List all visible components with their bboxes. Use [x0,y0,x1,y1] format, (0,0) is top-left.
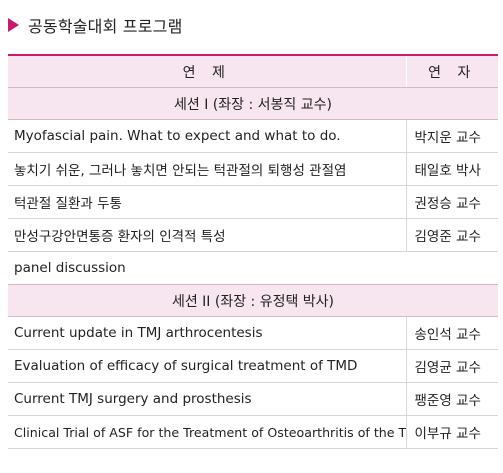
table-row: Current TMJ surgery and prosthesis 팽준영 교… [8,382,498,416]
speaker-cell: 박지운 교수 [405,119,498,153]
session-row: 세션 II (좌장 : 유정택 박사) [8,284,498,317]
page-title: 공동학술대회 프로그램 [28,17,183,36]
header-topic: 연 제 [8,54,406,88]
speaker-cell: 송인석 교수 [405,316,498,350]
topic-cell: Current TMJ surgery and prosthesis [8,382,406,416]
header-speaker: 연 자 [405,54,498,88]
speaker-cell: 이부규 교수 [405,415,498,449]
topic-cell: panel discussion [14,260,126,276]
topic-cell: Evaluation of efficacy of surgical treat… [8,349,406,383]
triangle-bullet-icon [8,18,19,32]
session-2-title: 세션 II (좌장 : 유정택 박사) [8,284,498,317]
speaker-cell: 권정승 교수 [405,185,498,219]
topic-cell: 놓치기 쉬운, 그러나 놓치면 안되는 턱관절의 퇴행성 관절염 [8,152,406,186]
speaker-cell: 김영균 교수 [405,349,498,383]
topic-cell: 턱관절 질환과 두통 [8,185,406,219]
session-1-title: 세션 I (좌장 : 서봉직 교수) [8,87,498,120]
table-header-row: 연 제 연 자 [8,54,498,88]
topic-cell: Myofascial pain. What to expect and what… [8,119,406,153]
table-row: 놓치기 쉬운, 그러나 놓치면 안되는 턱관절의 퇴행성 관절염 태일호 박사 [8,152,498,186]
table-row: Current update in TMJ arthrocentesis 송인석… [8,316,498,350]
speaker-cell: 태일호 박사 [405,152,498,186]
program-table: 연 제 연 자 세션 I (좌장 : 서봉직 교수) Myofascial pa… [8,54,498,449]
speaker-cell: 팽준영 교수 [405,382,498,416]
session-row: 세션 I (좌장 : 서봉직 교수) [8,87,498,120]
topic-cell: Clinical Trial of ASF for the Treatment … [8,415,406,449]
table-row: panel discussion [8,252,498,285]
table-row: 만성구강안면통증 환자의 인격적 특성 김영준 교수 [8,218,498,252]
table-row: Myofascial pain. What to expect and what… [8,119,498,153]
topic-cell: Current update in TMJ arthrocentesis [8,316,406,350]
section-title: 공동학술대회 프로그램 [8,12,183,38]
table-row: Clinical Trial of ASF for the Treatment … [8,415,498,449]
topic-cell: 만성구강안면통증 환자의 인격적 특성 [8,218,406,252]
speaker-cell [406,252,498,285]
table-row: 턱관절 질환과 두통 권정승 교수 [8,185,498,219]
table-row: Evaluation of efficacy of surgical treat… [8,349,498,383]
speaker-cell: 김영준 교수 [405,218,498,252]
